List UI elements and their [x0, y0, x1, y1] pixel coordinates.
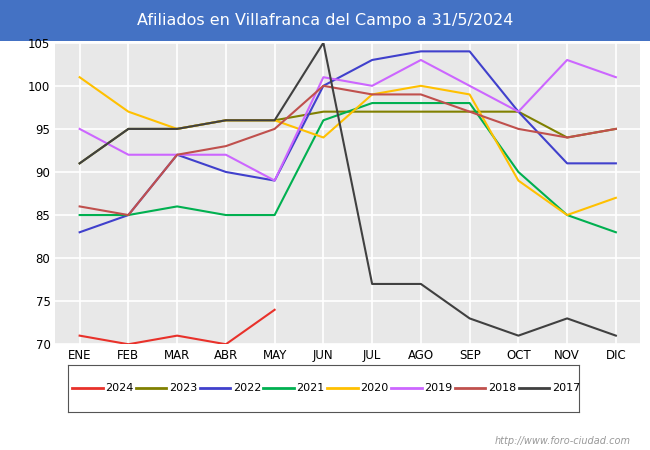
Text: 2020: 2020 — [360, 383, 389, 393]
Text: Afiliados en Villafranca del Campo a 31/5/2024: Afiliados en Villafranca del Campo a 31/… — [136, 13, 514, 28]
Text: 2022: 2022 — [233, 383, 261, 393]
Text: http://www.foro-ciudad.com: http://www.foro-ciudad.com — [495, 436, 630, 446]
Text: 2024: 2024 — [105, 383, 134, 393]
Text: 2021: 2021 — [296, 383, 325, 393]
Text: 2017: 2017 — [552, 383, 580, 393]
Text: 2023: 2023 — [169, 383, 197, 393]
Text: 2019: 2019 — [424, 383, 452, 393]
Text: 2018: 2018 — [488, 383, 516, 393]
